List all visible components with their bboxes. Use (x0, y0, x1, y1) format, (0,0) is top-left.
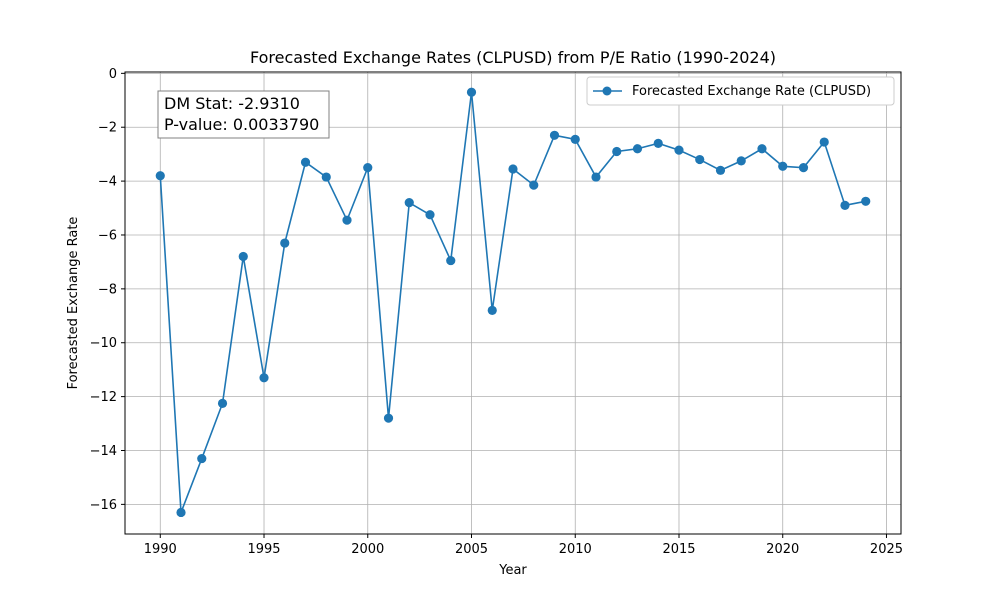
grid (125, 72, 901, 534)
data-point (404, 198, 414, 208)
data-point (363, 163, 373, 173)
y-tick-label: 0 (109, 67, 117, 82)
x-tick-label: 2020 (766, 542, 799, 557)
data-point (695, 154, 705, 165)
data-point (259, 373, 269, 383)
x-tick-label: 2000 (351, 542, 384, 557)
legend: Forecasted Exchange Rate (CLPUSD) (586, 76, 895, 106)
x-tick-label: 2025 (870, 542, 903, 557)
y-tick-label: −8 (98, 282, 117, 297)
y-axis-label: Forecasted Exchange Rate (66, 217, 81, 390)
data-point (549, 130, 560, 140)
data-point (612, 146, 622, 157)
data-point (508, 164, 518, 174)
data-point (321, 172, 331, 182)
data-point (446, 255, 456, 266)
data-point (487, 305, 497, 316)
data-point (798, 163, 809, 173)
data-point (529, 180, 539, 190)
y-tick-label: −16 (90, 498, 117, 513)
plot-frame (124, 71, 902, 535)
legend-marker (602, 86, 612, 96)
y-tick-label: −12 (90, 390, 117, 405)
data-point (466, 87, 477, 97)
annotation-frame (157, 90, 330, 139)
legend-label: Forecasted Exchange Rate (CLPUSD) (632, 84, 871, 99)
data-point (425, 210, 435, 220)
ticks-group: 1990 1995 2000 2005 2010 2015 2020 2025 0 −2 −4 −6 −… (90, 67, 903, 557)
data-point (238, 251, 248, 262)
data-point (383, 413, 394, 423)
legend-frame (586, 76, 895, 106)
data-point (197, 453, 207, 464)
data-point (757, 144, 767, 154)
y-tick-label: −14 (90, 444, 117, 459)
data-point (715, 165, 726, 175)
x-tick-label: 2015 (662, 542, 695, 557)
x-axis-label: Year (498, 563, 527, 578)
y-tick-label: −10 (90, 336, 117, 351)
y-tick-label: −6 (98, 228, 117, 243)
y-tick-label: −2 (98, 121, 117, 136)
data-point (570, 134, 580, 144)
data-point (778, 161, 788, 171)
data-point (840, 200, 850, 210)
x-tick-label: 1990 (144, 542, 177, 557)
data-point (736, 156, 746, 166)
x-tick-label: 2010 (559, 542, 592, 557)
p-value-label: P-value: 0.0033790 (164, 115, 319, 134)
data-point (176, 507, 186, 518)
annotation-box: DM Stat: -2.9310 P-value: 0.0033790 (157, 90, 330, 139)
data-point (280, 238, 290, 248)
data-point (861, 196, 871, 206)
data-point (674, 145, 684, 155)
x-tick-label: 1995 (247, 542, 280, 557)
data-point (342, 215, 352, 225)
data-point (217, 398, 228, 408)
y-tick-label: −4 (98, 175, 117, 190)
data-point (155, 171, 165, 181)
data-point (591, 172, 601, 182)
data-point (819, 137, 829, 147)
x-tick-label: 2005 (455, 542, 488, 557)
data-point (300, 157, 311, 167)
series-group (155, 87, 871, 518)
chart-title: Forecasted Exchange Rates (CLPUSD) from … (250, 48, 776, 67)
data-point (653, 138, 663, 148)
dm-stat-label: DM Stat: -2.9310 (164, 94, 300, 113)
data-point (632, 144, 643, 154)
